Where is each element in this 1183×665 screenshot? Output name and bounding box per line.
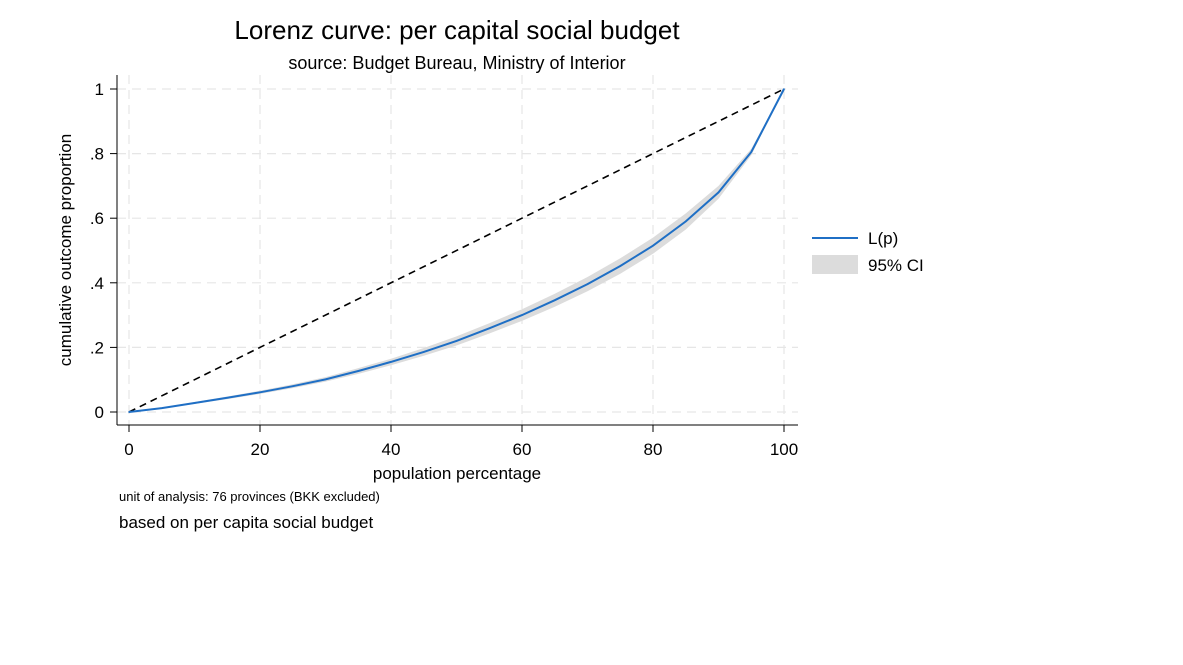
x-tick-label-1: 20 (251, 440, 270, 459)
lorenz-point-17 (684, 220, 687, 223)
chart-title: Lorenz curve: per capital social budget (234, 15, 680, 45)
x-tick-label-5: 100 (770, 440, 798, 459)
y-tick-label-1: .2 (90, 338, 104, 357)
lorenz-point-20 (783, 88, 785, 90)
lorenz-point-4 (259, 391, 261, 394)
lorenz-point-2 (193, 402, 196, 404)
legend-swatch-ci (812, 255, 858, 274)
note-unit-of-analysis: unit of analysis: 76 provinces (BKK excl… (119, 489, 380, 504)
lorenz-point-0 (128, 411, 130, 413)
lorenz-point-10 (455, 340, 458, 342)
y-axis-label: cumulative outcome proportion (56, 134, 75, 366)
axes (116, 75, 798, 426)
y-tick-label-2: .4 (90, 274, 104, 293)
x-tick-label-2: 40 (382, 440, 401, 459)
lorenz-point-12 (521, 314, 523, 316)
lorenz-point-15 (619, 265, 622, 267)
lorenz-point-9 (422, 351, 425, 353)
lorenz-point-7 (357, 370, 360, 372)
lorenz-point-16 (652, 244, 654, 247)
lorenz-point-14 (586, 283, 589, 285)
ci-band (129, 89, 784, 412)
lorenz-point-19 (750, 151, 753, 153)
equality-line-layer (128, 88, 785, 413)
legend-label-lp: L(p) (868, 229, 898, 248)
lorenz-point-18 (717, 191, 720, 194)
y-tick-label-5: 1 (95, 80, 104, 99)
ci-band-layer (129, 89, 784, 412)
y-tick-label-0: 0 (95, 403, 104, 422)
equality-line (128, 88, 785, 413)
x-tick-label-3: 60 (513, 440, 532, 459)
legend-label-ci: 95% CI (868, 256, 924, 275)
y-tick-label-4: .8 (90, 145, 104, 164)
lorenz-point-3 (226, 396, 229, 399)
lorenz-point-1 (160, 407, 163, 409)
legend: L(p) 95% CI (812, 229, 924, 275)
lorenz-point-11 (488, 327, 491, 330)
lorenz-point-13 (553, 299, 556, 302)
lorenz-point-8 (390, 361, 392, 363)
x-tick-label-4: 80 (644, 440, 663, 459)
x-axis-label: population percentage (373, 464, 541, 483)
x-ticks: 0 20 40 60 80 100 (124, 425, 798, 459)
x-tick-label-0: 0 (124, 440, 133, 459)
y-ticks: 0 .2 .4 .6 .8 1 (90, 80, 117, 422)
lorenz-point-6 (324, 378, 327, 381)
note-basis: based on per capita social budget (119, 513, 374, 532)
lorenz-point-5 (291, 385, 294, 387)
chart-subtitle: source: Budget Bureau, Ministry of Inter… (288, 53, 625, 73)
lorenz-line-layer (128, 88, 785, 413)
gridlines (117, 75, 798, 425)
y-tick-label-3: .6 (90, 209, 104, 228)
